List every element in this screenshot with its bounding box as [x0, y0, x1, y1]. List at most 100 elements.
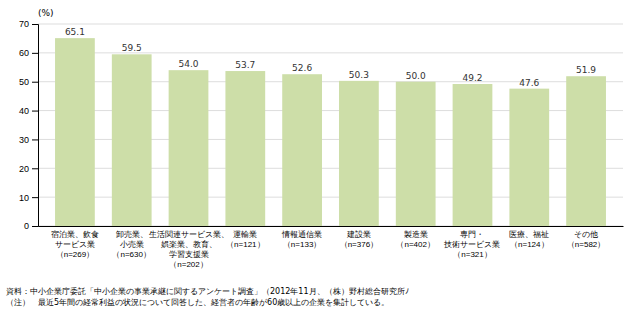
bar [225, 71, 265, 226]
y-tick: 40 [19, 106, 38, 116]
y-tick-label: 10 [19, 193, 29, 203]
y-tick: 20 [19, 164, 38, 174]
x-tick: 宿泊業、飲食サービス業（n=269） [51, 230, 99, 259]
data-label: 53.7 [235, 60, 255, 70]
y-axis: 0 10 20 30 40 50 60 70 [19, 19, 39, 231]
x-tick-label-line: （n=269） [56, 250, 94, 259]
data-label: 59.5 [122, 43, 142, 53]
y-tick-mark [32, 82, 38, 83]
grid-line [38, 24, 623, 25]
x-tick: その他（n=582） [567, 230, 605, 249]
bar [453, 84, 493, 226]
bar [339, 81, 379, 226]
y-tick-label: 30 [19, 135, 29, 145]
x-tick: 医療、福祉（n=124） [509, 230, 549, 249]
data-label: 51.9 [576, 65, 596, 75]
y-tick: 0 [24, 221, 38, 231]
x-tick-label-line: 娯楽業、教育、 [161, 240, 217, 249]
x-tick: 製造業（n=402） [396, 230, 434, 249]
plot: 0 10 20 30 40 50 60 70 宿泊業、飲食サービス業（n=269） 卸売業、小売業… [19, 8, 624, 269]
x-tick-label-line: （n=582） [567, 240, 605, 249]
x-tick-label: 卸売業、小売業（n=630） [112, 230, 150, 259]
data-label: 54.0 [178, 59, 198, 69]
x-tick-label: 運輸業（n=121） [226, 230, 264, 249]
bar [55, 38, 95, 226]
y-tick-label: 50 [19, 77, 29, 87]
x-tick-label-line: 卸売業、 [116, 230, 148, 239]
x-tick: 運輸業（n=121） [226, 230, 264, 249]
x-tick: 生活関連サービス業、娯楽業、教育、学習支援業（n=202） [149, 230, 229, 269]
bar [566, 76, 606, 226]
data-label: 65.1 [65, 27, 85, 37]
x-tick-label: 建設業（n=376） [340, 230, 378, 249]
x-tick-label-line: 情報通信業 [281, 230, 322, 239]
x-tick-label-line: 学習支援業 [169, 250, 209, 259]
x-tick-label: 生活関連サービス業、娯楽業、教育、学習支援業（n=202） [149, 230, 229, 269]
data-label: 50.3 [349, 70, 369, 80]
x-tick: 専門・技術サービス業（n=321） [443, 230, 500, 259]
y-tick: 50 [19, 77, 38, 87]
bar [509, 89, 549, 226]
x-tick-label-line: 宿泊業、飲食 [51, 230, 99, 239]
x-tick-label-line: サービス業 [55, 240, 95, 249]
y-tick: 60 [19, 48, 38, 58]
x-tick-label-line: 技術サービス業 [443, 240, 500, 249]
bar [112, 54, 152, 226]
note: 資料：中小企業庁委託「中小企業の事業承継に関するアンケート調査」（2012年11… [6, 287, 409, 296]
y-axis-line [32, 25, 39, 227]
x-tick-label-line: （n=121） [226, 240, 264, 249]
y-tick-mark [32, 53, 38, 54]
x-tick-label: 情報通信業（n=133） [281, 230, 322, 249]
grid [38, 24, 623, 226]
chart: 0 10 20 30 40 50 60 70 宿泊業、飲食サービス業（n=269） 卸売業、小売業… [0, 0, 633, 310]
x-tick-label-line: 製造業 [404, 230, 428, 239]
bar [282, 74, 322, 226]
x-tick-label-line: （n=376） [340, 240, 378, 249]
y-tick-mark [32, 197, 38, 198]
y-tick-mark [32, 24, 38, 25]
bar [169, 70, 209, 226]
data-label: 52.6 [292, 63, 312, 73]
x-tick-label-line: （n=133） [283, 240, 321, 249]
x-axis: 宿泊業、飲食サービス業（n=269）卸売業、小売業（n=630）生活関連サービス… [39, 227, 624, 269]
x-tick: 建設業（n=376） [340, 230, 378, 249]
x-tick: 卸売業、小売業（n=630） [112, 230, 150, 259]
bars [55, 38, 606, 226]
data-labels: 65.159.554.053.752.650.350.049.247.651.9 [65, 27, 596, 88]
x-tick-label-line: 生活関連サービス業、 [149, 230, 229, 239]
x-tick-label-line: （n=202） [169, 260, 207, 269]
y-tick-mark [32, 168, 38, 169]
x-tick-label: 製造業（n=402） [396, 230, 434, 249]
x-tick-label-line: 小売業 [120, 240, 144, 249]
y-tick-mark [32, 139, 38, 140]
x-tick: 情報通信業（n=133） [281, 230, 322, 249]
x-tick-label: その他（n=582） [567, 230, 605, 249]
x-tick-label-line: 運輸業 [233, 230, 257, 239]
x-tick-label-line: （n=630） [112, 250, 150, 259]
x-tick-label-line: 医療、福祉 [509, 230, 549, 239]
y-tick-label: 70 [19, 19, 29, 29]
y-axis-label: (%) [38, 8, 54, 18]
y-tick-label: 20 [19, 164, 29, 174]
bar [396, 82, 436, 226]
y-tick-label: 0 [24, 221, 29, 231]
x-tick-label-line: その他 [574, 230, 598, 239]
x-tick-label-line: 専門・ [460, 230, 484, 239]
y-tick: 10 [19, 193, 38, 203]
x-tick-label: 医療、福祉（n=124） [509, 230, 549, 249]
y-tick-mark [32, 226, 38, 227]
x-tick-label-line: （n=402） [396, 240, 434, 249]
data-label: 47.6 [519, 78, 539, 88]
x-tick-label-line: （n=321） [453, 250, 491, 259]
note: （注） 最近5年間の経常利益の状況について回答した、経営者の年齢が60歳以上の企… [6, 298, 389, 307]
x-tick-label: 宿泊業、飲食サービス業（n=269） [51, 230, 99, 259]
x-axis-line [39, 226, 624, 227]
x-tick-label-line: （n=124） [510, 240, 548, 249]
x-tick-label-line: 建設業 [346, 230, 371, 239]
x-tick-label: 専門・技術サービス業（n=321） [443, 230, 500, 259]
data-label: 49.2 [462, 73, 482, 83]
y-tick-label: 40 [19, 106, 29, 116]
y-tick-mark [32, 111, 38, 112]
notes: 資料：中小企業庁委託「中小企業の事業承継に関するアンケート調査」（2012年11… [6, 287, 409, 307]
y-tick: 30 [19, 135, 38, 145]
